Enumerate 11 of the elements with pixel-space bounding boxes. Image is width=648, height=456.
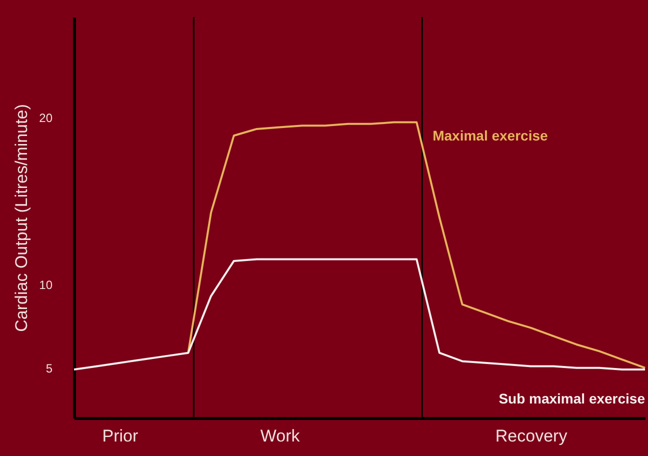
y-axis-title: Cardiac Output (Litres/minute) — [12, 104, 32, 332]
series-label: Maximal exercise — [432, 127, 548, 144]
y-tick-label: 20 — [39, 110, 53, 125]
x-tick-label: Work — [260, 426, 300, 446]
x-tick-label: Prior — [102, 426, 138, 446]
y-tick-label: 10 — [39, 278, 53, 292]
x-tick-label: Recovery — [495, 426, 568, 446]
line-series — [73, 258, 646, 371]
series-label: Sub maximal exercise — [498, 390, 646, 407]
y-tick-label: 5 — [46, 361, 53, 376]
line-series — [187, 121, 646, 369]
